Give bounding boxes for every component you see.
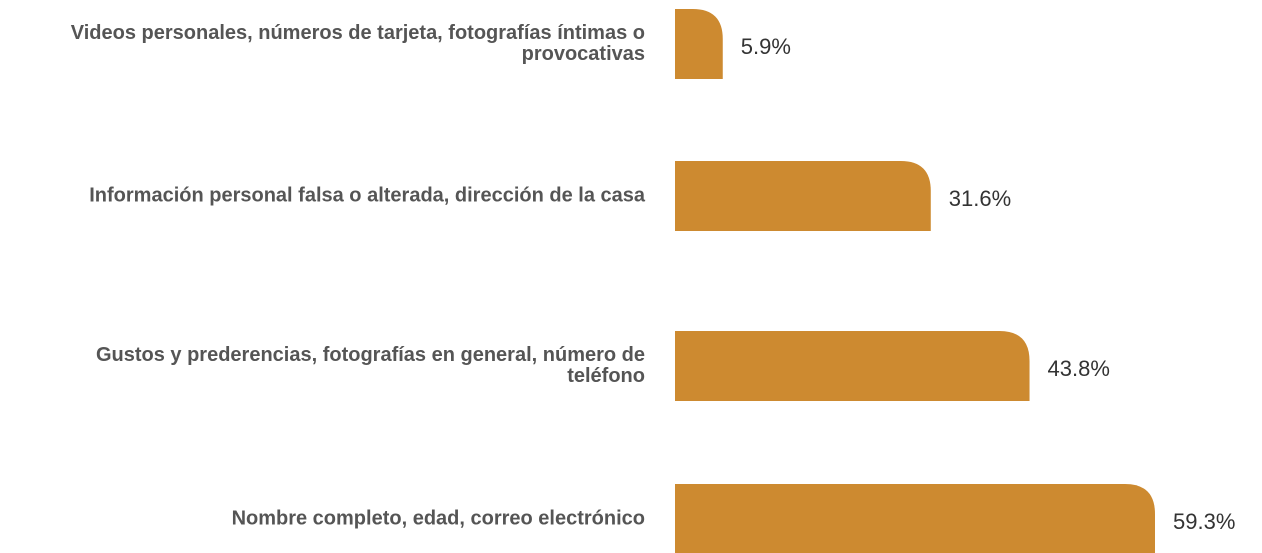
value-label: 59.3% (1173, 509, 1235, 534)
bar (675, 331, 1030, 401)
category-label: Información personal falsa o alterada, d… (89, 184, 645, 207)
category-label: Videos personales, números de tarjeta, f… (70, 22, 645, 65)
value-label: 5.9% (741, 34, 791, 59)
value-label: 43.8% (1048, 356, 1110, 381)
bar (675, 161, 931, 231)
bar (675, 484, 1155, 553)
category-label: Nombre completo, edad, correo electrónic… (231, 507, 645, 530)
value-label: 31.6% (949, 186, 1011, 211)
bar (675, 9, 723, 79)
category-label: Gustos y prederencias, fotografías en ge… (95, 344, 645, 387)
